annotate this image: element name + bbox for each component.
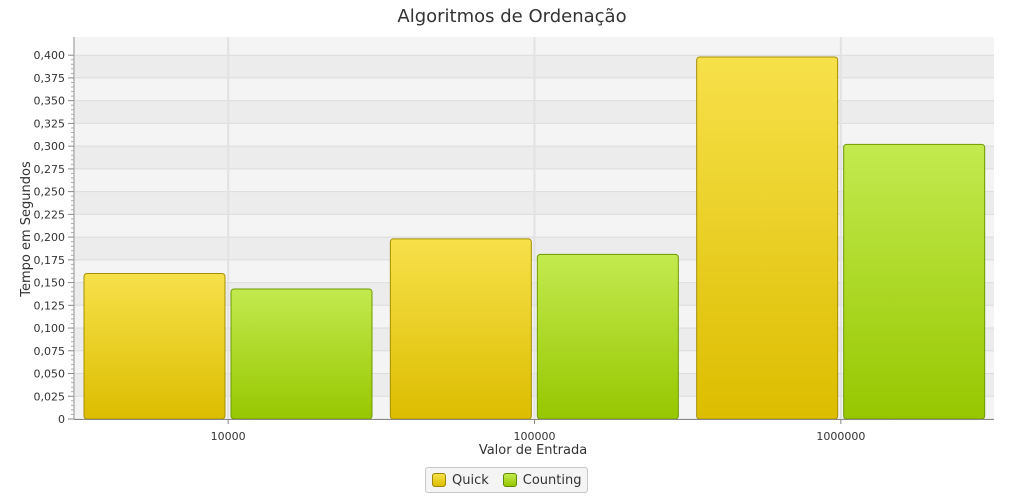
y-tick-label: 0,375: [34, 72, 66, 85]
y-axis-label: Tempo em Segundos: [19, 161, 34, 298]
bar-counting-100000: [536, 253, 679, 420]
bar-chart: 0 0,025 0,050 0,075 0,100 0,125 0,150 0,175 0,20…: [19, 6, 994, 458]
y-tick-label: 0,300: [34, 140, 66, 153]
y-tick-label: 0,350: [34, 95, 66, 108]
x-tick-label: 100000: [514, 430, 556, 443]
legend-item-quick[interactable]: Quick: [432, 473, 489, 488]
legend-item-counting[interactable]: Counting: [502, 472, 582, 488]
y-tick-label: 0,150: [34, 277, 66, 290]
axes-group: 0 0,025 0,050 0,075 0,100 0,125 0,150 0,175 0,20…: [34, 37, 994, 443]
y-tick-label: 0,075: [34, 345, 66, 358]
legend-label-counting: Counting: [522, 472, 582, 488]
bar-quick-100000: [389, 238, 532, 420]
legend-swatch-counting: [502, 473, 517, 487]
y-tick-label: 0,325: [34, 117, 66, 130]
y-tick-label: 0,175: [34, 254, 66, 267]
y-tick-label: 0,250: [34, 186, 66, 199]
x-tick-label: 10000: [211, 430, 246, 443]
y-tick-label: 0,050: [34, 368, 66, 381]
chart-legend: Quick Counting: [425, 467, 589, 493]
bar-counting-10000: [230, 288, 373, 420]
x-axis-label: Valor de Entrada: [479, 443, 587, 458]
y-tick-label: 0,025: [34, 390, 66, 403]
bar-quick-1000000: [696, 56, 839, 420]
bars-group: [83, 56, 986, 420]
y-tick-label: 0: [58, 413, 65, 426]
legend-swatch-quick: [432, 473, 446, 487]
y-tick-label: 0,275: [34, 163, 66, 176]
legend-label-quick: Quick: [452, 472, 489, 488]
y-tick-label: 0,200: [34, 231, 66, 244]
y-tick-label: 0,225: [34, 208, 66, 221]
bar-quick-10000: [83, 272, 226, 420]
chart-title: Algoritmos de Ordenação: [397, 6, 626, 27]
y-tick-label: 0,400: [34, 49, 66, 62]
y-tick-label: 0,100: [34, 322, 66, 335]
bar-counting-1000000: [843, 143, 986, 420]
y-tick-label: 0,125: [34, 299, 66, 312]
x-tick-label: 1000000: [816, 430, 865, 443]
